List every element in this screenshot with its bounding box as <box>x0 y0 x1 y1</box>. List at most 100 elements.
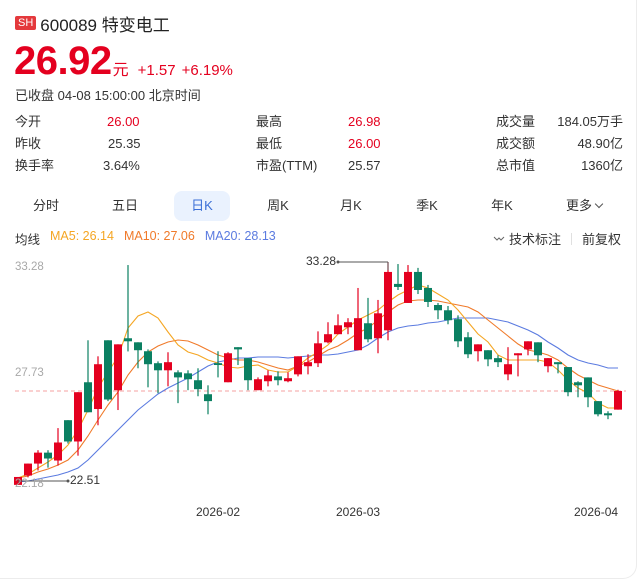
candle-body <box>194 380 202 390</box>
price-row: 26.92 元 +1.57 +6.19% <box>14 40 233 82</box>
candle-body <box>434 304 442 311</box>
candle-body <box>444 310 452 321</box>
stat-label-high: 最高 <box>256 114 283 129</box>
adjust-button[interactable]: 前复权 <box>581 232 621 247</box>
wave-icon <box>493 236 505 241</box>
price-change: +1.57 <box>137 62 176 79</box>
tab-more[interactable]: 更多 <box>556 191 612 221</box>
divider <box>570 232 572 245</box>
stat-value-low: 26.00 <box>348 136 381 151</box>
tab-quarterly-k[interactable]: 季K <box>416 198 438 213</box>
candle-body <box>394 283 402 287</box>
candle-body <box>574 382 582 386</box>
ma-legend-label: 均线 <box>15 233 41 247</box>
stat-label-turnover: 换手率 <box>15 158 55 173</box>
candle-body <box>284 378 292 382</box>
candle-body <box>164 362 172 371</box>
chart-tools: 技术标注 前复权 <box>493 229 621 248</box>
price-change-percent: +6.19% <box>181 62 233 79</box>
candle-body <box>344 322 352 328</box>
candle-body <box>144 351 152 365</box>
candle-body <box>504 364 512 375</box>
candle-body <box>264 375 272 382</box>
candle-body <box>594 401 602 415</box>
candle-body <box>584 377 592 398</box>
y-axis-label-bottom: 22.18 <box>15 478 44 490</box>
candle-body <box>564 367 572 393</box>
max-annotation-dot <box>336 260 340 264</box>
candle-body <box>454 319 462 342</box>
candle-body <box>334 325 342 335</box>
candle-body <box>214 363 222 366</box>
ma5-value: MA5: 26.14 <box>50 229 114 243</box>
stat-label-pe: 市盈(TTM) <box>256 158 318 173</box>
market-status: 已收盘 04-08 15:00:00 北京时间 <box>15 88 201 103</box>
exchange-badge: SH <box>15 16 37 30</box>
candle-body <box>554 362 562 365</box>
candle-body <box>274 376 282 381</box>
candle-body <box>84 382 92 413</box>
tab-yearly-k[interactable]: 年K <box>491 198 513 213</box>
stock-title-row: SH 600089 特变电工 <box>15 12 170 35</box>
candle-body <box>64 420 72 442</box>
tech-annotation-button[interactable]: 技术标注 <box>493 229 561 248</box>
stat-label-low: 最低 <box>256 136 283 151</box>
period-tabs: 分时 五日 日K 周K 月K 季K 年K 更多 <box>0 191 638 221</box>
candle-body <box>104 340 112 400</box>
tab-five-day[interactable]: 五日 <box>111 198 138 213</box>
y-axis-label-top: 33.28 <box>15 261 44 273</box>
candle-body <box>354 318 362 351</box>
candle-body <box>294 356 302 375</box>
candle-body <box>314 343 322 364</box>
price-unit: 元 <box>112 62 129 79</box>
ma10-value: MA10: 27.06 <box>123 229 195 243</box>
candle-body <box>514 353 522 356</box>
candle-body <box>74 392 82 442</box>
candle-body <box>224 353 232 383</box>
stat-label-volume: 成交量 <box>496 114 536 129</box>
stat-value-amount: 48.90亿 <box>577 136 623 151</box>
candle-body <box>184 373 192 380</box>
stat-label-amount: 成交额 <box>496 136 536 151</box>
candle-body <box>464 337 472 355</box>
current-price: 26.92 <box>14 39 112 83</box>
stat-value-pe: 25.57 <box>348 158 381 173</box>
max-price-annotation: 33.28 <box>306 254 337 268</box>
tab-weekly-k[interactable]: 周K <box>267 198 289 213</box>
candle-body <box>244 358 252 381</box>
candle-body <box>44 452 52 459</box>
x-axis-label-apr: 2026-04 <box>574 505 619 519</box>
min-price-annotation: 22.51 <box>70 473 101 487</box>
tech-annotation-label: 技术标注 <box>508 232 561 247</box>
candle-body <box>364 323 372 340</box>
candle-body <box>174 372 182 378</box>
candle-body <box>544 358 552 367</box>
candle-body <box>534 342 542 356</box>
candle-body <box>234 347 242 350</box>
candle-body <box>34 452 42 464</box>
stock-code-name: 600089 特变电工 <box>40 15 170 35</box>
x-axis-label-feb: 2026-02 <box>196 505 241 519</box>
candle-body <box>254 379 262 391</box>
candle-body <box>384 271 392 331</box>
ma-legend: 均线 MA5: 26.14 MA10: 27.06 MA20: 28.13 <box>15 229 286 248</box>
candle-body <box>494 358 502 363</box>
tab-monthly-k[interactable]: 月K <box>340 198 362 213</box>
candle-body <box>54 442 62 461</box>
stat-value-high: 26.98 <box>348 114 381 129</box>
candle-body <box>474 344 482 352</box>
candle-body <box>124 338 132 342</box>
candle-body <box>304 362 312 367</box>
min-annotation-dot <box>66 479 70 483</box>
candle-body <box>24 463 32 476</box>
stat-value-prev-close: 25.35 <box>108 136 141 151</box>
y-axis-label-mid: 27.73 <box>15 367 44 379</box>
candle-body <box>134 342 142 351</box>
candle-body <box>614 390 622 410</box>
tab-intraday[interactable]: 分时 <box>32 198 59 213</box>
stat-value-volume: 184.05万手 <box>557 114 623 129</box>
tab-daily-k[interactable]: 日K <box>174 191 230 221</box>
ma20-value: MA20: 28.13 <box>204 229 276 243</box>
